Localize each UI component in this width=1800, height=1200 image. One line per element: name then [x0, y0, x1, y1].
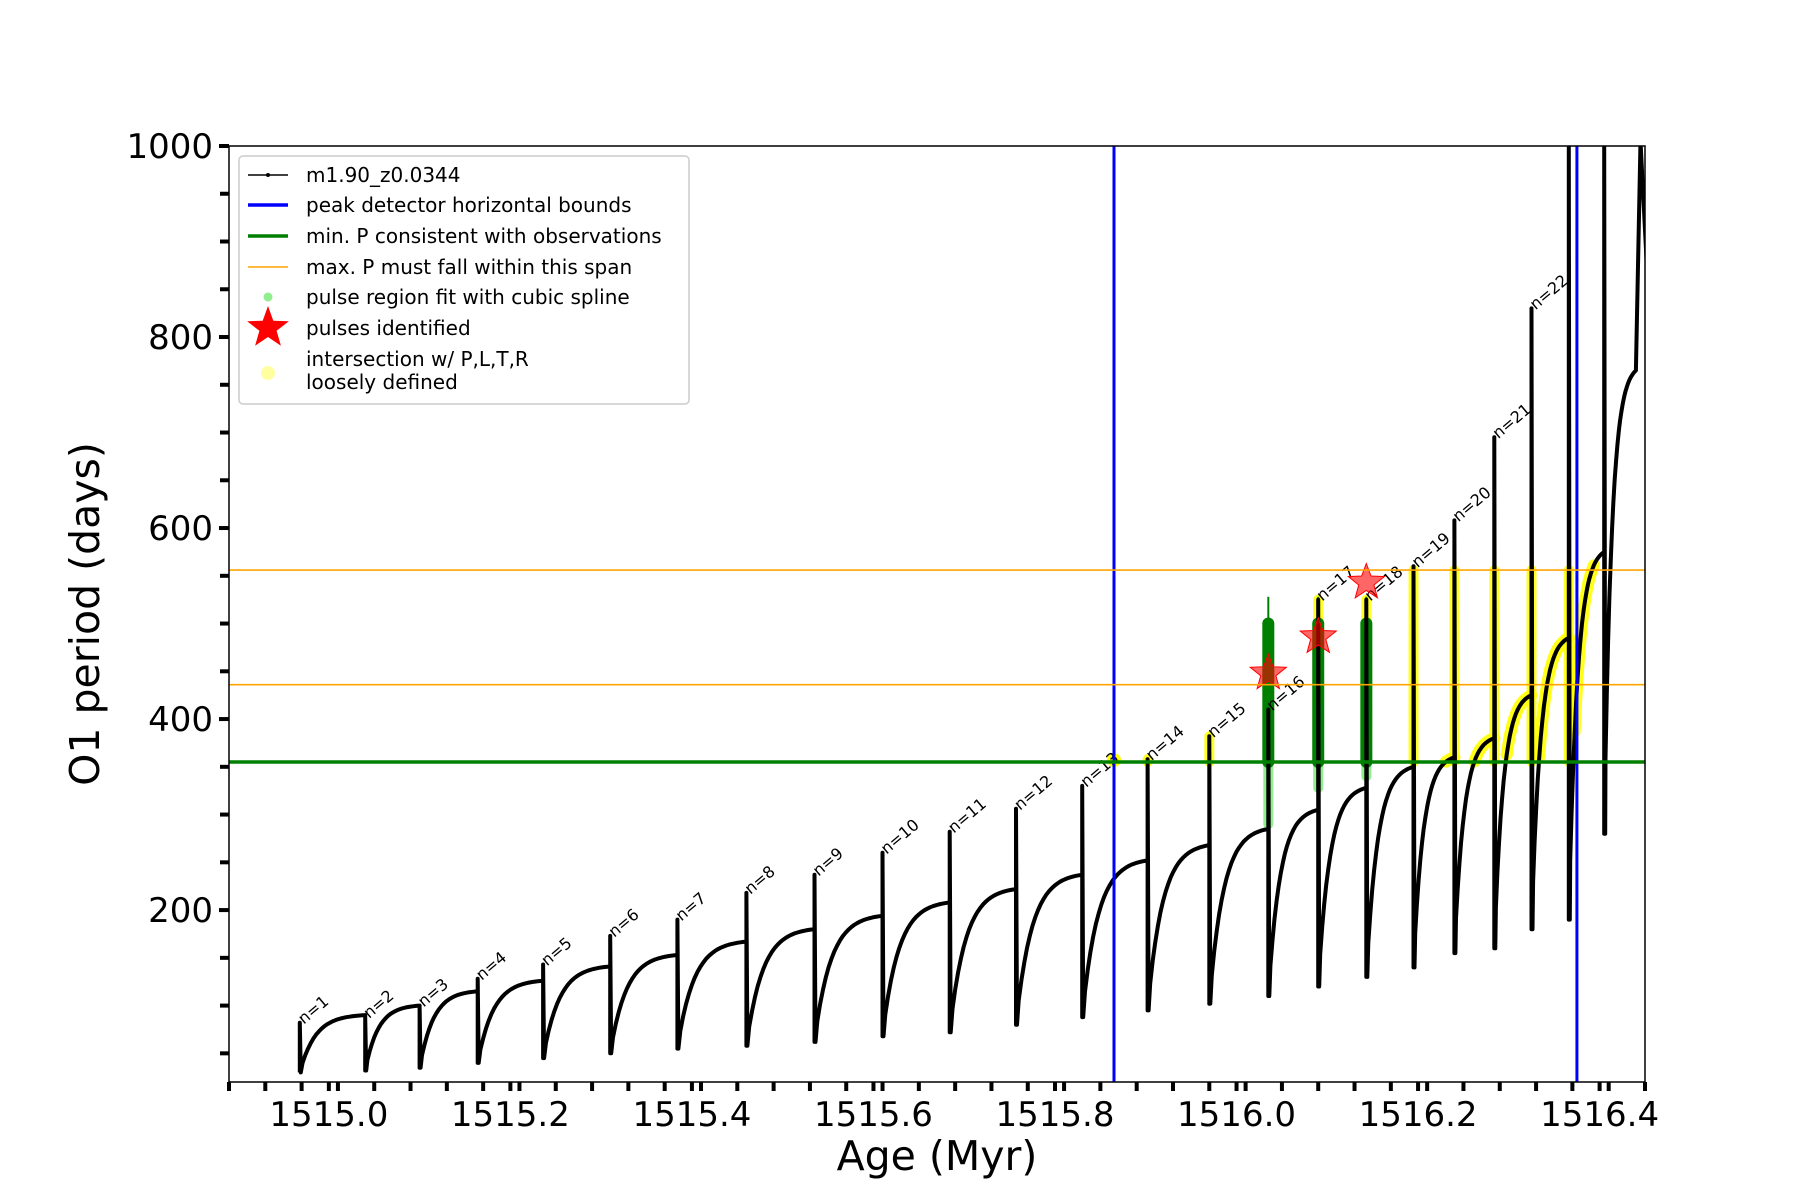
legend-label-line: min. P consistent with observations — [306, 224, 662, 248]
reference-lines — [229, 146, 1645, 1082]
legend-label: peak detector horizontal bounds — [306, 193, 632, 217]
x-tick-label: 1515.6 — [814, 1095, 933, 1135]
y-tick-label: 800 — [148, 318, 213, 358]
plot-frame — [228, 145, 1646, 1083]
pulse-label: n=11 — [944, 794, 990, 837]
legend-label-line: pulses identified — [306, 316, 471, 340]
legend-label: pulses identified — [306, 316, 471, 340]
x-tick-label: 1515.2 — [451, 1095, 570, 1135]
legend-label: max. P must fall within this span — [306, 255, 632, 279]
legend-label: min. P consistent with observations — [306, 224, 662, 248]
x-tick-label: 1515.0 — [269, 1095, 388, 1135]
pulse-label: n=14 — [1142, 721, 1188, 764]
pulse-label: n=20 — [1449, 483, 1495, 526]
pulse-identified-star — [1346, 562, 1386, 600]
y-tick-label: 1000 — [126, 127, 213, 167]
y-axis-label: O1 period (days) — [61, 442, 109, 786]
pulse-label: n=10 — [877, 815, 923, 858]
pulse-label: n=13 — [1077, 748, 1123, 791]
series-line-path — [297, 146, 1645, 1075]
legend-box — [238, 155, 690, 405]
pulse-label: n=21 — [1489, 400, 1535, 443]
pulse-identified-star — [1298, 616, 1338, 654]
pulse-label: n=17 — [1313, 562, 1359, 605]
legend-dot-icon — [263, 292, 273, 302]
x-tick-label: 1516.0 — [1177, 1095, 1296, 1135]
legend-label-line: peak detector horizontal bounds — [306, 193, 632, 217]
x-tick-label: 1515.8 — [996, 1095, 1115, 1135]
series-line — [297, 146, 1645, 1075]
x-axis-label: Age (Myr) — [837, 1132, 1038, 1180]
x-tick-label: 1516.4 — [1540, 1095, 1659, 1135]
pulse-label: n=19 — [1408, 529, 1454, 572]
pulse-label: n=12 — [1010, 771, 1056, 814]
x-tick-label: 1515.4 — [632, 1095, 751, 1135]
legend-label-line: m1.90_z0.0344 — [306, 163, 461, 187]
legend-dot-icon — [261, 366, 275, 380]
y-tick-label: 600 — [148, 509, 213, 549]
pulse-label: n=15 — [1204, 699, 1250, 742]
legend-label: pulse region fit with cubic spline — [306, 285, 630, 309]
pulse-identified-star — [1248, 652, 1288, 690]
y-tick-label: 200 — [148, 891, 213, 931]
legend-label: intersection w/ P,L,T,R loosely defined — [306, 347, 529, 394]
legend-label: m1.90_z0.0344 — [306, 163, 461, 187]
legend-label-line: pulse region fit with cubic spline — [306, 285, 630, 309]
legend-star-icon — [247, 306, 289, 346]
y-tick-label: 400 — [148, 700, 213, 740]
legend-label-line: intersection w/ P,L,T,R — [306, 347, 529, 371]
pulse-label: n=22 — [1526, 271, 1572, 314]
legend-label-line: loosely defined — [306, 370, 458, 394]
legend-marker-icon — [266, 173, 270, 177]
axis-ticks: 1515.0 1515.2 1515.4 1515.6 1515.8 1516.0 1516… — [126, 127, 1659, 1135]
x-tick-label: 1516.2 — [1359, 1095, 1478, 1135]
legend-label-line: max. P must fall within this span — [306, 255, 632, 279]
